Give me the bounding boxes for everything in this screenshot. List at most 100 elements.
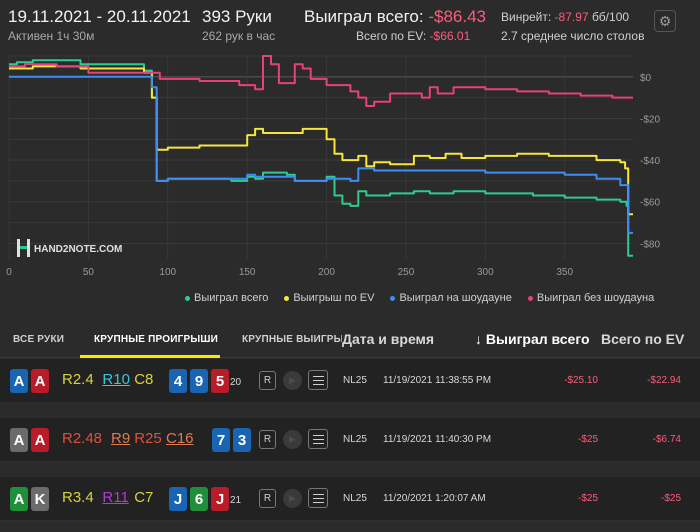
x-tick-label: 50 [83, 267, 95, 278]
x-tick-label: 200 [318, 267, 335, 278]
legend-item[interactable]: Выиграл без шоудауна [527, 292, 654, 304]
card: 9 [190, 369, 208, 393]
hand-row[interactable]: A A R2.48 R9 R25 C16 7 3 R ▶ NL25 11/19/2021 11:40:… [0, 418, 700, 462]
notes-icon-line [312, 493, 324, 495]
series-line [9, 75, 633, 234]
pot-size-note: 20 [230, 377, 242, 388]
x-tick-label: 250 [398, 267, 415, 278]
column-datetime[interactable]: Дата и время [342, 331, 435, 347]
date-range: 19.11.2021 - 20.11.2021 [8, 7, 191, 26]
hand-row[interactable]: A K R3.4 R11 C7 J 6 J 21 R ▶ NL25 11/20/2021 1:20:07… [0, 477, 700, 521]
notes-icon[interactable] [308, 370, 328, 390]
preflop-action: C7 [134, 489, 154, 506]
stake-label: NL25 [343, 375, 367, 386]
notes-icon[interactable] [308, 488, 328, 508]
notes-icon-line [312, 501, 324, 503]
legend-label: Выигрыш по EV [293, 292, 375, 304]
hand-ev: -$22.94 [647, 375, 681, 386]
tab-big-losses[interactable]: КРУПНЫЕ ПРОИГРЫШИ [94, 334, 218, 345]
hands-per-hour: 262 рук в час [202, 29, 276, 43]
stats-header: 19.11.2021 - 20.11.2021 Активен 1ч 30м 3… [0, 0, 700, 48]
preflop-action: C8 [134, 371, 154, 388]
stake-label: NL25 [343, 434, 367, 445]
legend-label: Выиграл на шоудауне [399, 292, 512, 304]
card: 7 [212, 428, 230, 452]
notes-icon-line [312, 379, 324, 381]
hand-won: -$25 [577, 493, 598, 504]
preflop-action: R3.4 [62, 489, 94, 506]
active-time: Активен 1ч 30м [8, 29, 95, 43]
y-tick-label: $0 [640, 73, 652, 84]
x-tick-label: 350 [556, 267, 573, 278]
card: A [10, 487, 28, 511]
watermark-text: HAND2NOTE.COM [34, 244, 122, 255]
notes-icon[interactable] [308, 429, 328, 449]
play-icon[interactable]: ▶ [283, 489, 302, 508]
column-total-ev[interactable]: Всего по EV [601, 331, 685, 347]
results-chart: $0 -$20 -$40 -$60 -$80 0 50 100 150 200 250 300 350 H… [0, 48, 700, 316]
winrate-value: -87.97 [554, 10, 589, 24]
card: J [169, 487, 187, 511]
preflop-action: R11 [102, 489, 129, 506]
hand-ev: -$6.74 [652, 434, 681, 445]
watermark-logo-mark [17, 239, 20, 257]
hands-tabs: ВСЕ РУКИ КРУПНЫЕ ПРОИГРЫШИ КРУПНЫЕ ВЫИГР… [0, 322, 700, 358]
play-icon[interactable]: ▶ [283, 371, 302, 390]
legend-item[interactable]: Выигрыш по EV [284, 292, 374, 304]
legend-dot [527, 295, 533, 301]
preflop-action: C16 [166, 430, 194, 447]
replay-r-button[interactable]: R [259, 430, 276, 449]
watermark-logo-mark [27, 239, 30, 257]
tab-all-hands[interactable]: ВСЕ РУКИ [13, 334, 65, 345]
x-tick-label: 300 [477, 267, 494, 278]
replay-r-button[interactable]: R [259, 489, 276, 508]
notes-icon-line [312, 375, 324, 377]
legend-dot [284, 295, 290, 301]
winrate-label: Винрейт: [501, 10, 552, 24]
results-chart-svg: $0 -$20 -$40 -$60 -$80 0 50 100 150 200 250 300 350 H… [6, 55, 660, 278]
column-total-won[interactable]: ↓ Выиграл всего [475, 331, 590, 347]
x-tick-label: 0 [6, 267, 12, 278]
legend-dot [390, 295, 396, 301]
card: 6 [190, 487, 208, 511]
preflop-action: R9 [111, 430, 131, 447]
legend-dot [185, 295, 190, 301]
replay-r-button[interactable]: R [259, 371, 276, 390]
avg-tables: 2.7 среднее число столов [501, 29, 645, 43]
card: A [31, 369, 49, 393]
preflop-action: R10 [102, 371, 130, 388]
legend-item[interactable]: Выиграл всего [185, 292, 268, 304]
active-tab-indicator [80, 355, 220, 358]
legend-item[interactable]: Выиграл на шоудауне [390, 292, 512, 304]
preflop-action: R2.48 [62, 430, 103, 447]
gear-icon[interactable]: ⚙ [654, 10, 676, 32]
chart-legend: Выиграл всего Выигрыш по EV Выиграл на шоу… [185, 292, 654, 304]
total-ev-label: Всего по EV: [356, 29, 427, 43]
watermark-logo-mark [20, 246, 27, 249]
card: K [31, 487, 49, 511]
series-line [9, 65, 633, 216]
notes-icon-line [312, 383, 324, 385]
total-ev: Всего по EV: -$66.01 [356, 29, 470, 43]
y-tick-label: -$40 [640, 156, 660, 167]
hand-datetime: 11/20/2021 1:20:07 AM [383, 493, 486, 504]
hand-ev: -$25 [660, 493, 681, 504]
card: J [211, 487, 229, 511]
pot-size-note: 21 [230, 495, 242, 506]
total-won-label: Выиграл всего: [304, 7, 424, 26]
hand-datetime: 11/19/2021 11:40:30 PM [383, 434, 492, 445]
play-icon[interactable]: ▶ [283, 430, 302, 449]
notes-icon-line [312, 438, 324, 440]
tab-big-wins[interactable]: КРУПНЫЕ ВЫИГРЫШ [242, 334, 342, 345]
hand-won: -$25.10 [564, 375, 598, 386]
y-tick-label: -$20 [640, 114, 660, 125]
winrate-unit: бб/100 [591, 10, 630, 24]
card: 4 [169, 369, 187, 393]
hand-row[interactable]: A A R2.4 R10 C8 4 9 5 20 R ▶ NL25 11/19/2021 11:38:5… [0, 359, 700, 403]
